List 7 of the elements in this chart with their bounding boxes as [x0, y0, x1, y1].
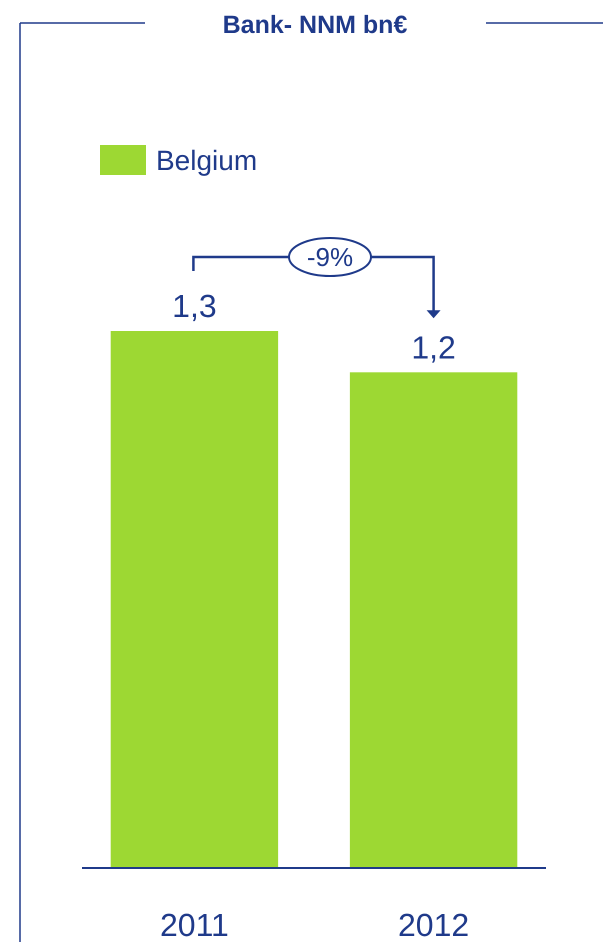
data-label: 1,2 — [411, 329, 456, 366]
data-label: 1,3 — [172, 288, 217, 324]
x-tick-label: 2011 — [160, 907, 229, 942]
text: -9% — [306, 242, 354, 272]
legend-label: Belgium — [156, 145, 258, 176]
x-tick-label: 2012 — [398, 907, 470, 942]
chart-title: Bank- NNM bn€ — [222, 11, 408, 39]
